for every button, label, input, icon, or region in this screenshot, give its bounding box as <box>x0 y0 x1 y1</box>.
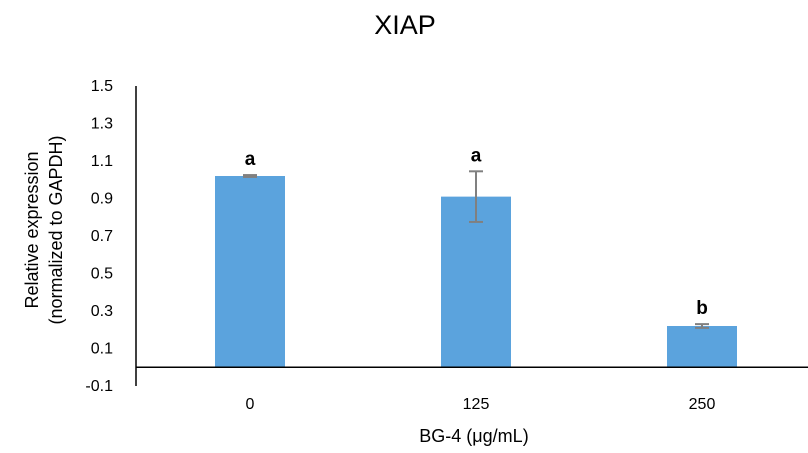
bar <box>441 196 511 368</box>
bar <box>667 326 737 368</box>
x-tick-label: 250 <box>689 396 716 413</box>
significance-label: a <box>245 149 256 170</box>
y-tick-label: 0.5 <box>91 266 113 283</box>
y-tick-label: 1.3 <box>91 116 113 133</box>
y-tick-label: 1.5 <box>91 78 113 95</box>
bar <box>215 176 285 368</box>
y-tick-label: 0.1 <box>91 341 113 358</box>
chart-title: XIAP <box>374 10 436 40</box>
y-tick-label: 0.7 <box>91 228 113 245</box>
y-axis-label-line-1: Relative expression <box>22 151 42 308</box>
bars: a a b <box>215 145 737 368</box>
y-ticks: -0.1 0.1 0.3 0.5 0.7 0.9 1.1 1.3 1.5 <box>85 78 113 395</box>
x-ticks: 0 125 250 <box>246 396 716 413</box>
y-axis-label-line-2: (normalized to GAPDH) <box>46 135 66 324</box>
y-tick-label: 1.1 <box>91 153 113 170</box>
significance-label: a <box>471 145 482 166</box>
y-tick-label: -0.1 <box>85 378 113 395</box>
x-tick-label: 125 <box>463 396 490 413</box>
x-axis-label: BG-4 (μg/mL) <box>419 426 528 446</box>
y-tick-label: 0.9 <box>91 191 113 208</box>
x-tick-label: 0 <box>246 396 255 413</box>
y-tick-label: 0.3 <box>91 303 113 320</box>
significance-label: b <box>696 298 708 319</box>
